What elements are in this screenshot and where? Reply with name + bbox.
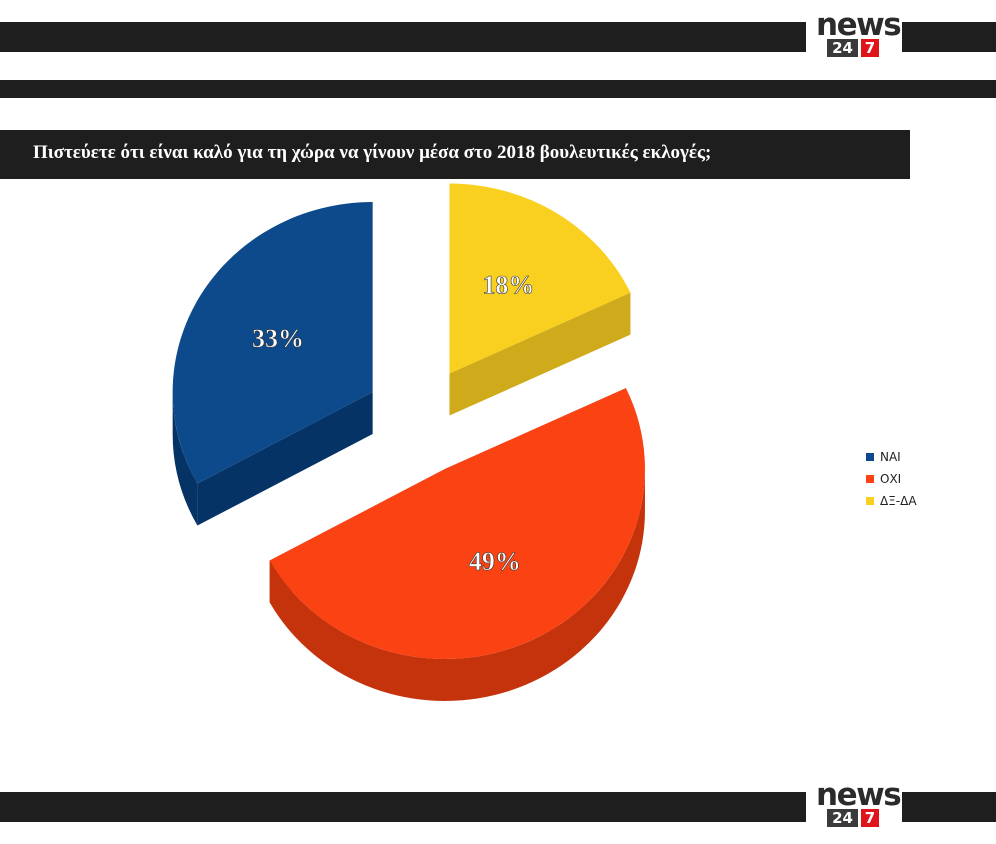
header-bar-top-right [902,22,996,52]
legend-label: ΝΑΙ [880,450,901,464]
pie-slice-oxi: 49% [269,388,645,702]
legend-item: ΔΞ-ΔΑ [866,490,917,512]
brand-7: 7 [861,809,879,827]
brand-24: 24 [827,809,858,827]
slice-outer-wall [269,469,645,702]
brand-24: 24 [827,39,858,57]
brand-7: 7 [861,39,879,57]
legend-item: ΟΧΙ [866,468,917,490]
chart-legend: ΝΑΙ ΟΧΙ ΔΞ-ΔΑ [866,446,917,512]
legend-label: ΟΧΙ [880,472,902,486]
legend-swatch [866,453,874,461]
data-label: 49% [469,547,521,576]
brand-word: news [816,7,902,43]
question-title-bar: Πιστεύετε ότι είναι καλό για τη χώρα να … [0,130,910,179]
pie-slice-nai: 33% [172,202,373,526]
chart-title: Πιστεύετε ότι είναι καλό για τη χώρα να … [33,142,712,163]
pie-chart: 33% 18% 49% [172,183,645,702]
slice-top [172,202,373,484]
slice-inner-face [449,292,631,416]
header-bar-top [0,22,806,52]
legend-swatch [866,497,874,505]
brand-logo-top: news 24 7 [814,8,904,58]
slice-inner-face [197,392,373,526]
brand-word: news [816,777,902,813]
legend-item: ΝΑΙ [866,446,917,468]
data-label: 33% [252,324,304,353]
footer-bar [0,792,806,822]
slice-top [269,388,645,660]
footer-bar-right [902,792,996,822]
slice-top [449,183,631,374]
header-bar-second [0,80,996,98]
brand-logo-bottom: news 24 7 [814,778,904,828]
legend-label: ΔΞ-ΔΑ [880,494,917,508]
pie-slice-dk-na: 18% [449,183,631,416]
slice-outer-wall [172,392,198,526]
data-label: 18% [482,270,534,299]
legend-swatch [866,475,874,483]
